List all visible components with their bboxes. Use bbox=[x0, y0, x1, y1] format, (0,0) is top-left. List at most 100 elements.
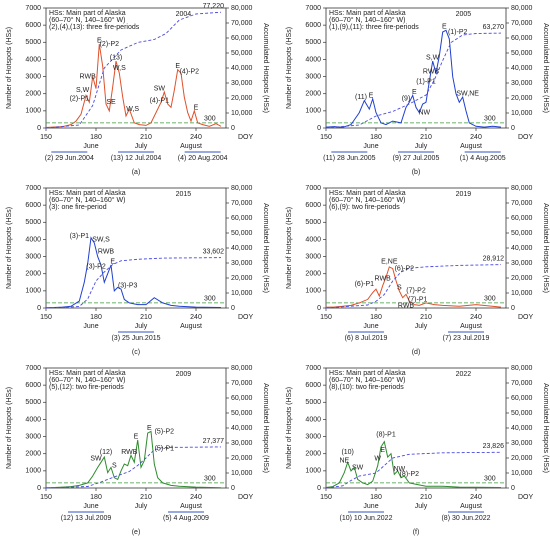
panel: 0 1000 2000 3000 4000 5000 6000 7000 0 10,000 20,0… bbox=[286, 185, 549, 356]
month-label: July bbox=[135, 143, 148, 150]
y-tick-label: 4000 bbox=[305, 416, 321, 423]
x-tick-label: 150 bbox=[320, 494, 332, 501]
y2-axis-label: Accumulated Hotspots (HSs) bbox=[542, 383, 549, 473]
y-tick-label: 4000 bbox=[305, 236, 321, 243]
x-tick-label: 150 bbox=[40, 494, 52, 501]
annotation: E bbox=[412, 89, 417, 96]
y2-axis-label: Accumulated Hotspots (HSs) bbox=[262, 203, 269, 293]
y-tick-label: 6000 bbox=[25, 202, 41, 209]
info-text: (60–70° N, 140–160° W) bbox=[329, 16, 405, 24]
accumulated-total: 77,220 bbox=[203, 3, 225, 10]
y2-tick-label: 70,000 bbox=[231, 200, 253, 207]
annotation: (5)-P2 bbox=[155, 428, 175, 435]
annotation: (6)-P2 bbox=[395, 265, 415, 272]
y-tick-label: 7000 bbox=[305, 365, 321, 372]
panel: 0 1000 2000 3000 4000 5000 6000 7000 0 10,000 20,0… bbox=[6, 3, 269, 176]
y-tick-label: 6000 bbox=[305, 382, 321, 389]
y2-tick-label: 10,000 bbox=[231, 470, 253, 477]
year-label: 2004 bbox=[176, 11, 192, 18]
annotation: W,S bbox=[113, 65, 126, 72]
accumulated-total: 63,270 bbox=[483, 24, 505, 31]
hotspot-line bbox=[45, 236, 222, 309]
y2-tick-label: 20,000 bbox=[231, 95, 253, 102]
info-text: HSs: Main part of Alaska bbox=[49, 370, 126, 377]
panel: 0 1000 2000 3000 4000 5000 6000 7000 0 10,000 20,0… bbox=[286, 365, 549, 536]
x-axis-label: DOY bbox=[238, 314, 254, 321]
y2-tick-label: 60,000 bbox=[511, 35, 533, 42]
accumulated-total: 27,377 bbox=[203, 438, 225, 445]
y-axis-label: Number of Hotspots (HSs) bbox=[6, 207, 13, 289]
y2-tick-label: 80,000 bbox=[231, 365, 253, 372]
y2-tick-label: 60,000 bbox=[231, 215, 253, 222]
y2-tick-label: 20,000 bbox=[231, 275, 253, 282]
y-axis-label: Number of Hotspots (HSs) bbox=[286, 207, 293, 289]
y-tick-label: 2000 bbox=[305, 91, 321, 98]
y-tick-label: 5000 bbox=[25, 39, 41, 46]
y-tick-label: 2000 bbox=[305, 451, 321, 458]
accumulated-line bbox=[325, 451, 502, 489]
y-tick-label: 1000 bbox=[305, 108, 321, 115]
month-label: June bbox=[83, 503, 98, 510]
y2-tick-label: 0 bbox=[231, 305, 235, 312]
annotation: (5)-P1 bbox=[155, 445, 175, 452]
annotation: E bbox=[97, 37, 102, 44]
panel-caption: (a) bbox=[132, 169, 141, 176]
info-text: (60–70° N, 140–160° W) bbox=[329, 196, 405, 204]
y-axis-label: Number of Hotspots (HSs) bbox=[6, 27, 13, 109]
x-tick-label: 240 bbox=[190, 494, 202, 501]
y-tick-label: 7000 bbox=[25, 5, 41, 12]
accumulated-line bbox=[325, 264, 502, 309]
y2-tick-label: 50,000 bbox=[511, 410, 533, 417]
annotation: (2)-P1 bbox=[70, 96, 90, 103]
y-tick-label: 3000 bbox=[305, 433, 321, 440]
annotation: (4)-P1 bbox=[150, 97, 170, 104]
y2-tick-label: 20,000 bbox=[511, 455, 533, 462]
panel-caption: (f) bbox=[413, 529, 420, 536]
x-axis-label: DOY bbox=[238, 494, 254, 501]
y-tick-label: 7000 bbox=[25, 365, 41, 372]
y2-tick-label: 50,000 bbox=[511, 50, 533, 57]
annotation: (6)-P1 bbox=[355, 281, 375, 288]
annotation: (13) bbox=[110, 55, 122, 62]
month-label: July bbox=[135, 323, 148, 330]
y-tick-label: 3000 bbox=[25, 73, 41, 80]
annotation: S,W bbox=[76, 87, 90, 94]
y-tick-label: 6000 bbox=[25, 382, 41, 389]
month-label: August bbox=[460, 323, 482, 330]
y-tick-label: 1000 bbox=[25, 468, 41, 475]
annotation: E bbox=[442, 24, 447, 31]
annotation: SW,NE bbox=[456, 91, 479, 98]
threshold-label: 300 bbox=[204, 116, 216, 123]
y-tick-label: 5000 bbox=[305, 39, 321, 46]
annotation: (4)-P2 bbox=[180, 68, 200, 75]
x-tick-label: 150 bbox=[40, 134, 52, 141]
annotation: NE bbox=[339, 457, 349, 464]
annotation: RWB bbox=[121, 449, 138, 456]
y2-tick-label: 60,000 bbox=[231, 395, 253, 402]
date-label: (2) 29 Jun.2004 bbox=[45, 155, 94, 162]
y2-tick-label: 0 bbox=[511, 125, 515, 132]
y-tick-label: 4000 bbox=[25, 416, 41, 423]
y-tick-label: 0 bbox=[37, 305, 41, 312]
info-text: (60–70° N, 140–160° W) bbox=[49, 196, 125, 204]
annotation: (10) bbox=[341, 449, 353, 456]
info-text: (60–70° N, 140–160° W) bbox=[329, 376, 405, 384]
info-text: (3): one fire-period bbox=[49, 204, 107, 211]
info-text: HSs: Main part of Alaska bbox=[49, 10, 126, 17]
y-tick-label: 5000 bbox=[25, 399, 41, 406]
month-label: August bbox=[460, 503, 482, 510]
year-label: 2022 bbox=[456, 371, 472, 378]
hotspot-line bbox=[45, 43, 222, 128]
annotation: E,NE bbox=[381, 259, 398, 266]
month-label: June bbox=[363, 503, 378, 510]
y2-axis-label: Accumulated Hotspots (HSs) bbox=[542, 203, 549, 293]
threshold-label: 300 bbox=[484, 296, 496, 303]
x-tick-label: 240 bbox=[470, 314, 482, 321]
x-tick-label: 210 bbox=[420, 314, 432, 321]
y2-axis-label: Accumulated Hotspots (HSs) bbox=[542, 23, 549, 113]
x-tick-label: 240 bbox=[470, 134, 482, 141]
y2-tick-label: 20,000 bbox=[511, 95, 533, 102]
info-text: HSs: Main part of Alaska bbox=[49, 190, 126, 197]
info-text: (60–70° N, 140–160° W) bbox=[49, 16, 125, 24]
date-label: (1) 4 Aug.2005 bbox=[460, 155, 506, 162]
